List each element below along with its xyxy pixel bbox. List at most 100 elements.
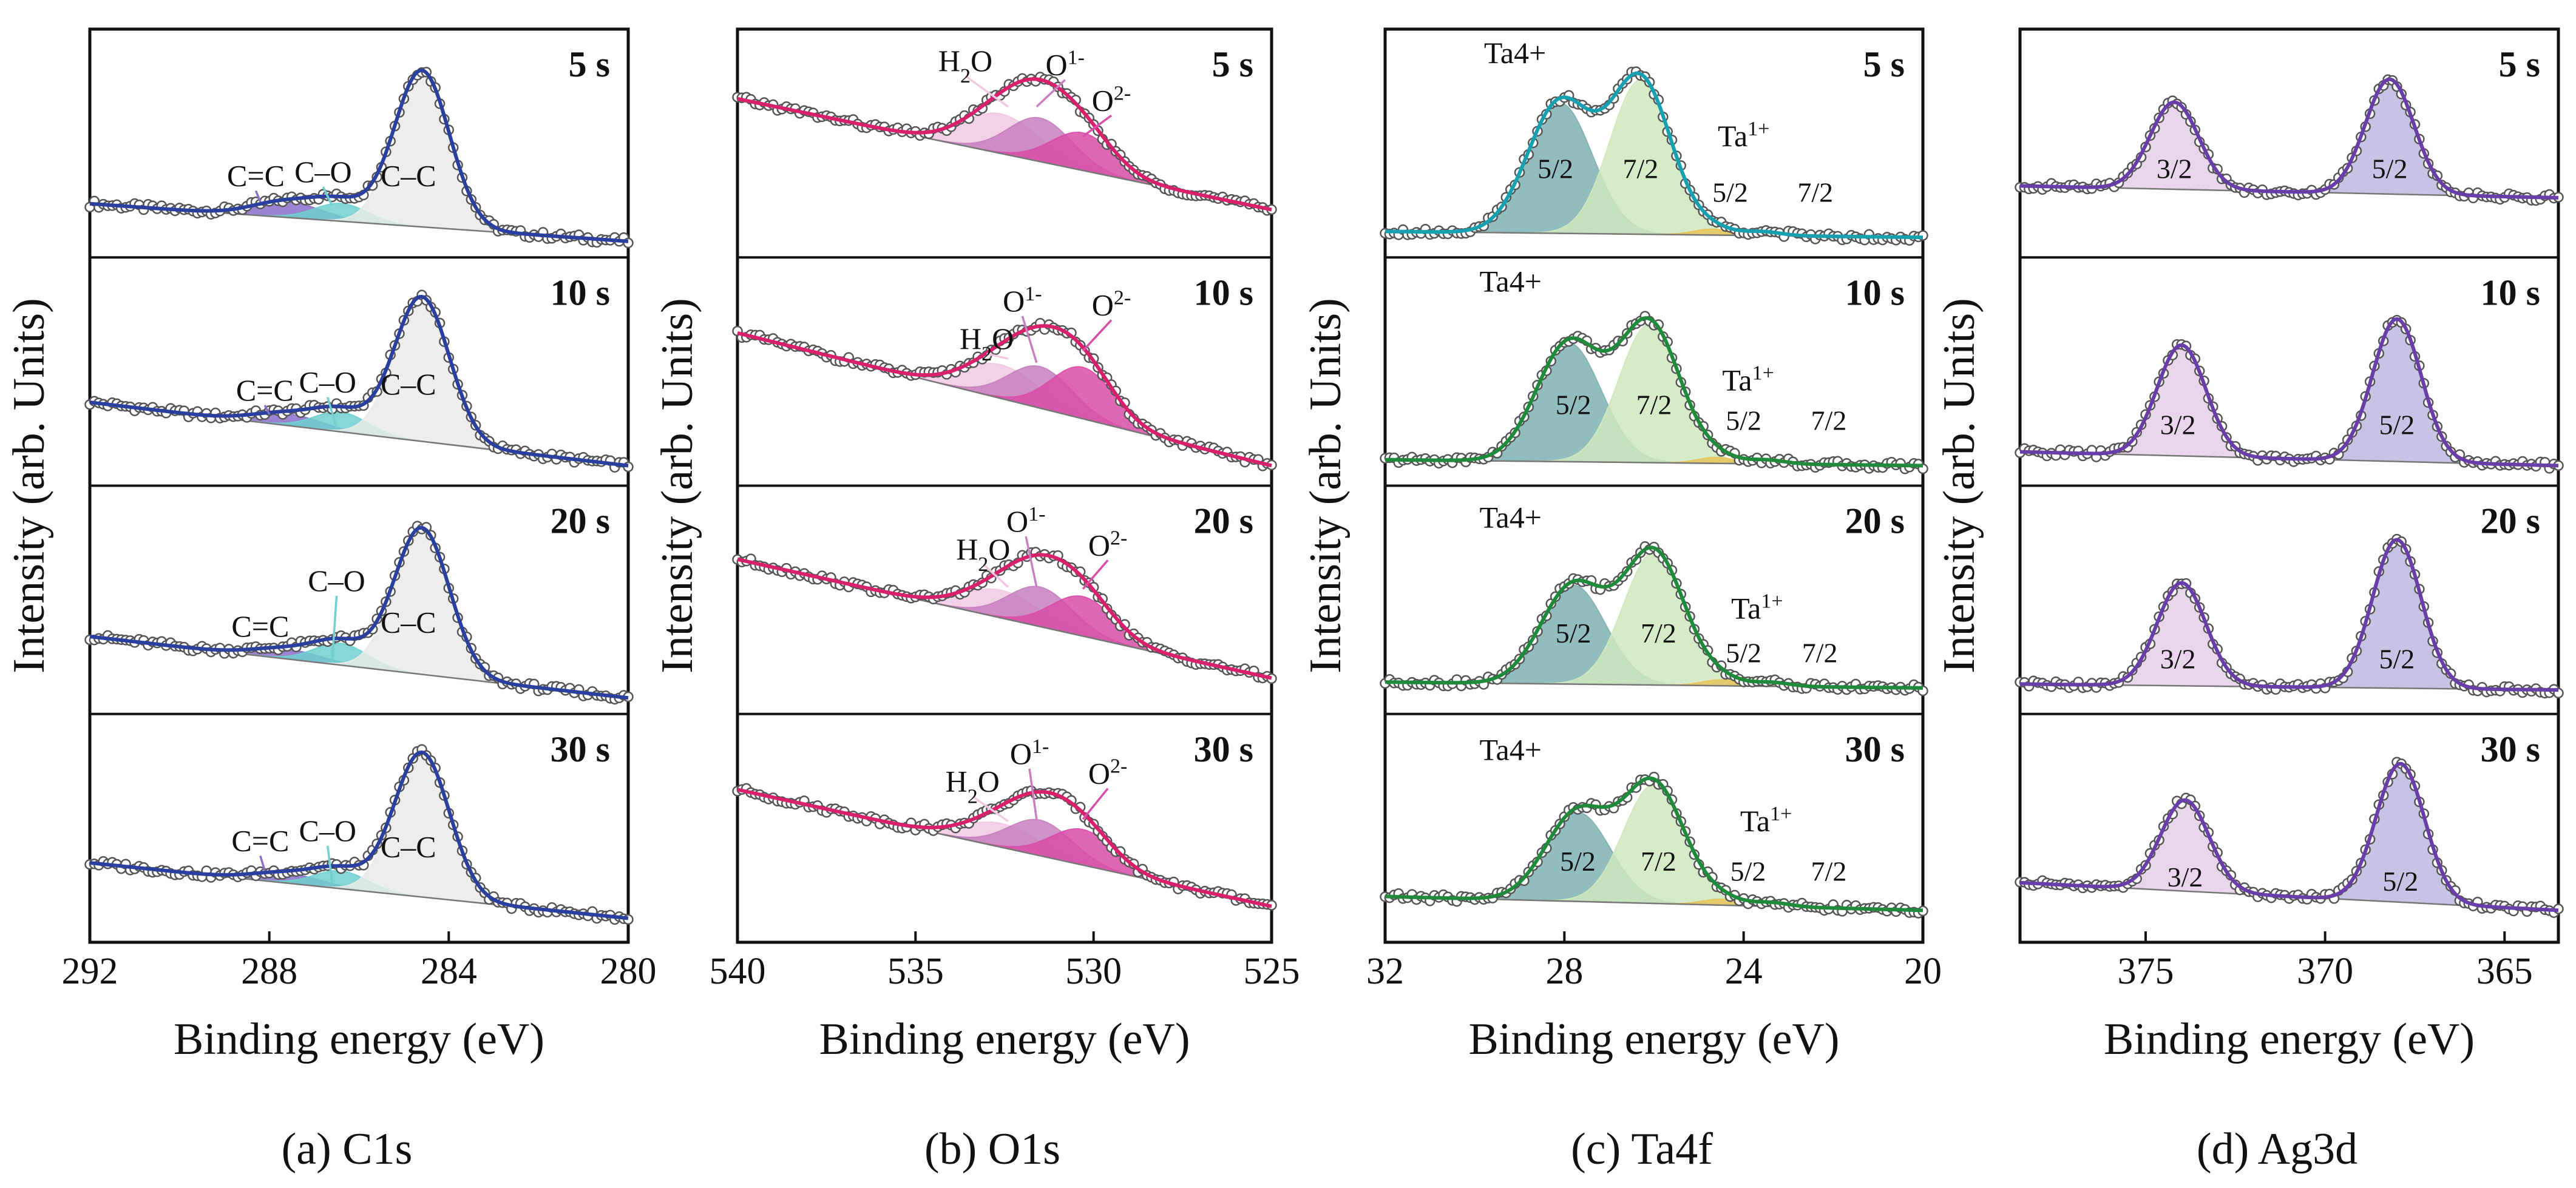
leader-line [1035, 79, 1066, 108]
peak-label-5-2: 5/2 [2372, 153, 2408, 184]
peak-label-ta4plus: Ta4+ [1480, 264, 1542, 298]
spectrum-10-s: 10 s C=C C–O C–C [84, 256, 634, 473]
peak-label-ta4plus: Ta4+ [1480, 501, 1542, 535]
fit-envelope [1385, 545, 1923, 690]
peak-label-c-o: C–O [299, 365, 356, 399]
leader-line [986, 353, 1009, 360]
leader-line [1028, 768, 1038, 820]
component-c-c [89, 296, 629, 467]
spectrum-30-s: 30 s H2O O1- O2- [732, 712, 1277, 911]
fit-envelope [2020, 538, 2559, 692]
peak-label-c-c: C=C [231, 609, 289, 643]
y-axis-title: Intensity (arb. Units) [1934, 298, 1984, 673]
data-points [84, 744, 634, 925]
x-tick-label: 370 [2297, 951, 2353, 992]
peak-label-ta1plus-7-2: 7/2 [1811, 856, 1847, 886]
time-label: 20 s [1194, 501, 1253, 541]
x-tick-label: 525 [1244, 951, 1300, 992]
peak-label-5-2: 5/2 [2382, 866, 2418, 897]
peak-label-o1: O1- [1010, 735, 1049, 771]
spectrum-30-s: 30 s 3/2 5/2 [2015, 712, 2564, 918]
component-5-2 [2019, 318, 2559, 467]
peak-label-ta1plus-5-2: 5/2 [1730, 856, 1766, 886]
peak-label-o2: O2- [1092, 286, 1131, 322]
peak-label-5-2: 5/2 [2379, 409, 2415, 440]
x-tick-label: 24 [1725, 951, 1763, 992]
x-tick-label: 540 [710, 951, 766, 992]
panel-caption: (d) Ag3d [2197, 1124, 2357, 1174]
data-points [2015, 314, 2564, 474]
time-label: 10 s [2481, 272, 2540, 312]
time-label: 30 s [551, 729, 610, 769]
x-tick-label: 535 [887, 951, 944, 992]
time-label: 5 s [1212, 44, 1253, 84]
leader-line [1082, 559, 1109, 590]
peak-label-7-2: 7/2 [1641, 618, 1676, 649]
peak-label-3-2: 3/2 [2168, 862, 2203, 893]
leader-line [972, 795, 1009, 822]
y-axis-title: Intensity (arb. Units) [652, 298, 702, 673]
time-label: 30 s [2481, 729, 2540, 769]
peak-label-c-c: C=C [231, 824, 289, 858]
peak-label-h2o: H2O [946, 764, 1000, 808]
time-label: 30 s [1194, 729, 1253, 769]
leader-line [964, 75, 1009, 108]
peak-label-c-c: C–C [381, 606, 436, 640]
peak-label-c-o: C–O [299, 814, 356, 848]
data-points [2015, 533, 2564, 699]
peak-label-7-2: 7/2 [1622, 153, 1658, 184]
peak-label-h2o: H2O [938, 44, 992, 87]
peak-label-c-c: C–C [381, 367, 436, 401]
peak-label-5-2: 5/2 [1560, 846, 1596, 877]
leader-line [1025, 536, 1038, 587]
data-points [2015, 757, 2564, 918]
fit-envelope [1385, 71, 1923, 240]
spectrum-20-s: 20 s C=C C–O C–C [84, 484, 634, 705]
leader-line [254, 190, 262, 203]
leader-line [331, 595, 338, 663]
x-tick-label: 20 [1904, 951, 1942, 992]
component-c-c [89, 527, 629, 699]
fit-envelope [2019, 317, 2558, 468]
peak-label-5-2: 5/2 [1537, 153, 1573, 184]
time-label: 20 s [2481, 501, 2540, 541]
fit-envelope [737, 77, 1272, 212]
time-label: 20 s [1845, 501, 1905, 541]
panel-d: 5 s3/2 5/210 s3/2 5/220 s3/2 5/230 s3/2 5/23… [1934, 27, 2564, 1174]
peak-label-ta1plus: Ta1+ [1718, 118, 1769, 154]
spectrum-5-s: 5 s C=C C–O C–C [84, 44, 634, 249]
leader-line [1082, 788, 1109, 820]
peak-label-5-2: 5/2 [2379, 643, 2415, 674]
peak-label-o1: O1- [1003, 282, 1042, 318]
time-label: 5 s [2499, 44, 2540, 84]
peak-label-c-o: C–O [294, 155, 351, 189]
component-c-c [89, 752, 629, 919]
x-axis-title: Binding energy (eV) [2104, 1014, 2475, 1064]
x-tick-label: 292 [62, 951, 118, 992]
fit-envelope [737, 553, 1272, 680]
component-5-2 [2020, 539, 2559, 691]
time-label: 10 s [551, 272, 610, 312]
peak-label-ta1plus-7-2: 7/2 [1811, 405, 1847, 436]
x-axis-title: Binding energy (eV) [174, 1014, 544, 1064]
panel-caption: (c) Ta4f [1571, 1124, 1713, 1174]
leader-line [322, 186, 333, 206]
leader-line [259, 855, 266, 871]
peak-label-o2: O2- [1092, 82, 1131, 118]
peak-label-ta1plus-5-2: 5/2 [1726, 638, 1761, 669]
fit-envelope [89, 68, 629, 243]
peak-label-3-2: 3/2 [2160, 409, 2196, 440]
leader-line [263, 405, 271, 415]
data-points [84, 521, 634, 705]
panel-caption: (b) O1s [924, 1124, 1060, 1174]
x-tick-label: 288 [241, 951, 297, 992]
peak-label-ta1plus: Ta1+ [1722, 362, 1774, 397]
fit-envelope [2019, 77, 2558, 200]
data-points [84, 289, 634, 473]
time-label: 30 s [1845, 729, 1905, 769]
time-label: 5 s [569, 44, 610, 84]
